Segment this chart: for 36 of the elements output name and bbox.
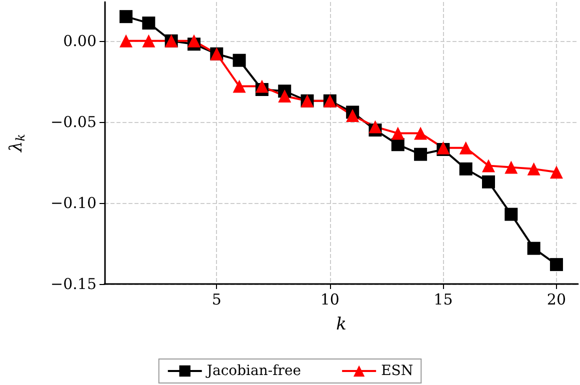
point — [120, 10, 133, 24]
x-tick-label: 15 — [434, 290, 453, 308]
legend-label: Jacobian-free — [204, 363, 302, 379]
point — [255, 80, 268, 93]
point — [482, 175, 496, 188]
x-tick-label: 10 — [320, 290, 340, 308]
y-tick-label: −0.15 — [50, 275, 96, 293]
point — [232, 80, 246, 93]
point — [527, 242, 540, 255]
point — [120, 34, 133, 48]
point — [527, 162, 540, 176]
point — [482, 159, 496, 172]
point — [187, 34, 200, 48]
point — [232, 54, 246, 67]
point — [550, 258, 563, 272]
legend-label: ESN — [381, 363, 414, 379]
point — [278, 90, 292, 102]
x-tick-label: 5 — [212, 290, 222, 308]
point — [391, 126, 404, 140]
point — [459, 141, 472, 154]
point — [346, 108, 360, 122]
y-tick-label: −0.05 — [50, 112, 96, 131]
point — [414, 126, 428, 140]
x-axis-title: k — [336, 314, 346, 334]
point — [504, 208, 518, 221]
point — [550, 166, 563, 179]
y-axis-title: λk — [6, 134, 28, 154]
point — [459, 162, 472, 176]
x-tick-label: 20 — [546, 290, 566, 308]
point — [142, 34, 156, 48]
point — [414, 148, 428, 161]
point — [142, 16, 156, 30]
point — [504, 160, 518, 174]
y-tick-label: 0.00 — [63, 32, 96, 50]
y-tick-label: −0.10 — [50, 194, 96, 212]
point — [368, 120, 382, 134]
